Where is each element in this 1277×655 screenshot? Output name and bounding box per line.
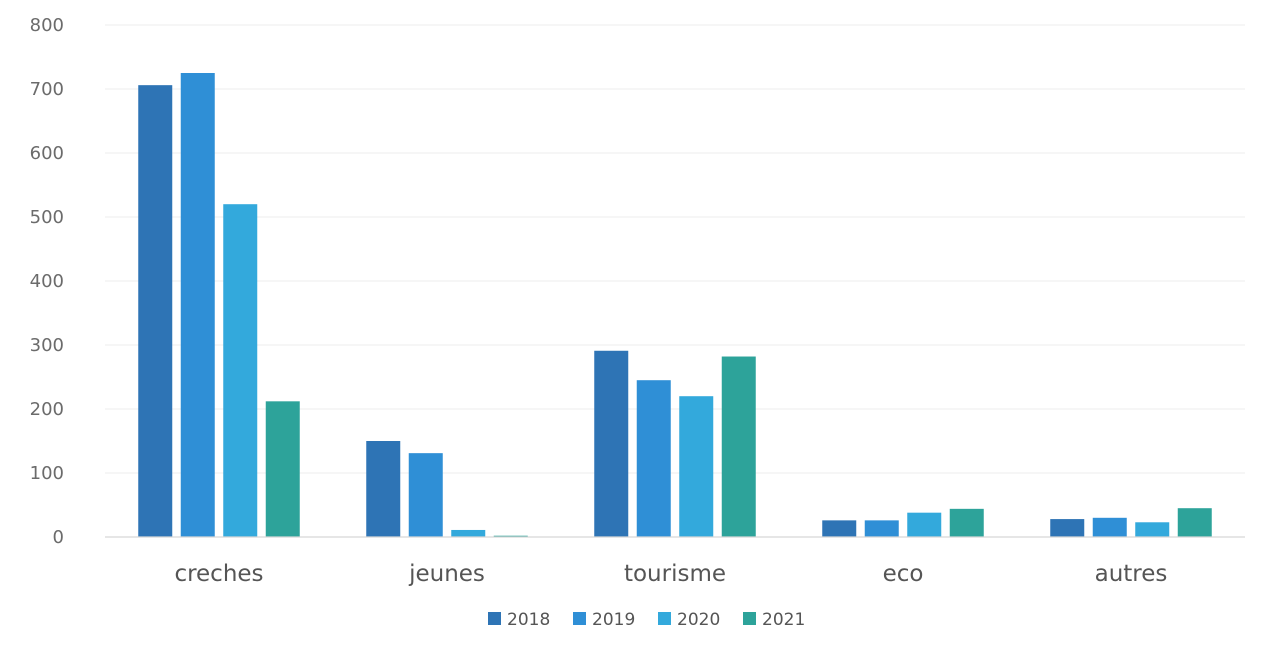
bar-autres-2019 xyxy=(1093,518,1127,537)
y-tick-label: 500 xyxy=(30,207,64,228)
y-tick-label: 400 xyxy=(30,271,64,292)
bars xyxy=(138,73,1212,537)
bar-creches-2020 xyxy=(223,204,257,537)
legend-swatch-2019 xyxy=(573,612,586,625)
bar-tourisme-2018 xyxy=(594,351,628,537)
bar-eco-2018 xyxy=(822,520,856,537)
bar-jeunes-2018 xyxy=(366,441,400,537)
bar-jeunes-2019 xyxy=(409,453,443,537)
legend-label-2021: 2021 xyxy=(762,610,805,630)
y-tick-label: 100 xyxy=(30,463,64,484)
bar-tourisme-2021 xyxy=(722,357,756,537)
bar-creches-2018 xyxy=(138,85,172,537)
legend-label-2020: 2020 xyxy=(677,610,720,630)
y-axis-ticks: 0 100 200 300 400 500 600 700 800 xyxy=(30,15,64,548)
x-axis-categories: creches jeunes tourisme eco autres xyxy=(174,561,1167,587)
legend-swatch-2020 xyxy=(658,612,671,625)
category-label-eco: eco xyxy=(883,561,924,587)
bar-tourisme-2020 xyxy=(679,396,713,537)
legend-label-2018: 2018 xyxy=(507,610,550,630)
category-label-autres: autres xyxy=(1095,561,1168,587)
legend-swatch-2018 xyxy=(488,612,501,625)
category-label-creches: creches xyxy=(174,561,263,587)
legend: 2018 2019 2020 2021 xyxy=(488,610,805,630)
y-tick-label: 0 xyxy=(53,527,64,548)
bar-creches-2019 xyxy=(181,73,215,537)
bar-tourisme-2019 xyxy=(637,380,671,537)
bar-eco-2020 xyxy=(907,513,941,537)
bar-eco-2021 xyxy=(950,509,984,537)
category-label-tourisme: tourisme xyxy=(624,561,726,587)
y-tick-label: 600 xyxy=(30,143,64,164)
y-tick-label: 300 xyxy=(30,335,64,356)
y-tick-label: 700 xyxy=(30,79,64,100)
legend-swatch-2021 xyxy=(743,612,756,625)
bar-creches-2021 xyxy=(266,401,300,537)
y-tick-label: 800 xyxy=(30,15,64,36)
bar-eco-2019 xyxy=(865,520,899,537)
category-label-jeunes: jeunes xyxy=(408,561,485,587)
bar-autres-2021 xyxy=(1178,508,1212,537)
bar-jeunes-2020 xyxy=(451,530,485,537)
bar-autres-2018 xyxy=(1050,519,1084,537)
bar-autres-2020 xyxy=(1135,522,1169,537)
y-tick-label: 200 xyxy=(30,399,64,420)
legend-label-2019: 2019 xyxy=(592,610,635,630)
